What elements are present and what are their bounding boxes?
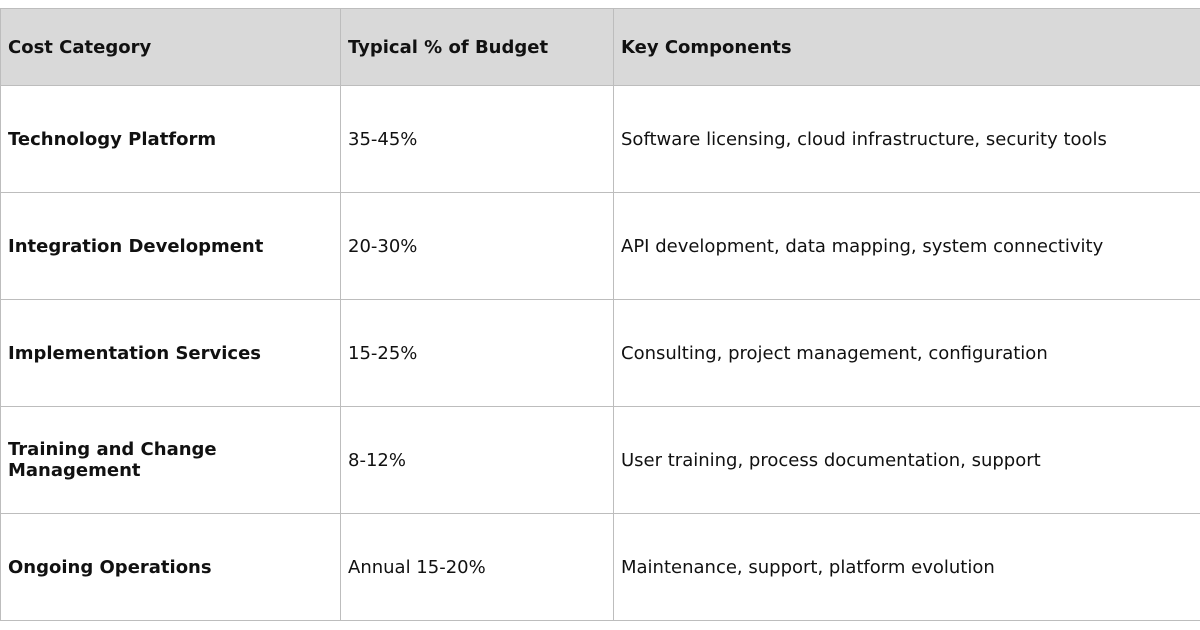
header-row: Cost Category Typical % of Budget Key Comp… bbox=[0, 8, 1200, 86]
header-cell: Typical % of Budget bbox=[340, 8, 614, 86]
table-cell: Annual 15-20% bbox=[340, 513, 614, 621]
table-row: Implementation Services 15-25% Consulting,… bbox=[0, 299, 1200, 407]
table-row: Integration Development 20-30% API develop… bbox=[0, 192, 1200, 300]
table-cell: Implementation Services bbox=[0, 299, 341, 407]
table-cell: Software licensing, cloud infrastructure… bbox=[613, 85, 1200, 193]
table-header: Cost Category Typical % of Budget Key Comp… bbox=[0, 8, 1200, 86]
table-cell: 20-30% bbox=[340, 192, 614, 300]
table-row: Training and Change Management 8-12% User … bbox=[0, 406, 1200, 514]
table-body: Technology Platform 35-45% Software licens… bbox=[0, 85, 1200, 621]
header-cell: Cost Category bbox=[0, 8, 341, 86]
table-cell: Ongoing Operations bbox=[0, 513, 341, 621]
table-cell: Consulting, project management, configur… bbox=[613, 299, 1200, 407]
table-cell: Maintenance, support, platform evolution bbox=[613, 513, 1200, 621]
table-cell: 35-45% bbox=[340, 85, 614, 193]
header-cell: Key Components bbox=[613, 8, 1200, 86]
table-row: Ongoing Operations Annual 15-20% Maintenan… bbox=[0, 513, 1200, 621]
table-cell: Training and Change Management bbox=[0, 406, 341, 514]
table-cell: Integration Development bbox=[0, 192, 341, 300]
table-cell: 8-12% bbox=[340, 406, 614, 514]
cost-table: Cost Category Typical % of Budget Key Comp… bbox=[0, 8, 1200, 621]
table-cell: Technology Platform bbox=[0, 85, 341, 193]
table-cell: API development, data mapping, system co… bbox=[613, 192, 1200, 300]
table-cell: User training, process documentation, su… bbox=[613, 406, 1200, 514]
table-cell: 15-25% bbox=[340, 299, 614, 407]
table-row: Technology Platform 35-45% Software licens… bbox=[0, 85, 1200, 193]
